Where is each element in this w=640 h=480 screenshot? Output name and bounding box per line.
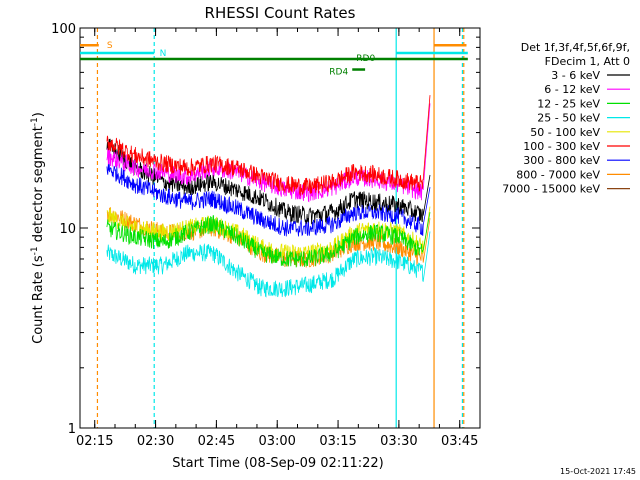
- y-axis-label-mid: detector segment: [31, 126, 46, 246]
- series-line-0: [106, 138, 431, 225]
- annotation-label-rd4: RD4: [329, 68, 348, 78]
- y-axis-sup-2: -1: [30, 117, 40, 126]
- annotation-label-s: S: [107, 41, 113, 51]
- legend-item-label-8: 7000 - 15000 keV: [502, 183, 600, 196]
- x-tick-label-4: 03:15: [319, 434, 356, 449]
- y-tick-label-0: 1: [68, 422, 76, 437]
- legend-item-label-3: 25 - 50 keV: [537, 112, 600, 125]
- series-line-6: [106, 161, 431, 237]
- legend-item-label-2: 12 - 25 keV: [537, 97, 600, 110]
- legend-item-label-6: 300 - 800 keV: [523, 154, 600, 167]
- legend: Det 1f,3f,4f,5f,6f,9f,FDecim 1, Att 03 -…: [502, 41, 630, 196]
- annotation-label-rd0: RD0: [356, 54, 375, 64]
- annotation-label-n: N: [160, 49, 167, 59]
- legend-header-1: FDecim 1, Att 0: [545, 55, 630, 68]
- x-tick-label-0: 02:15: [76, 434, 113, 449]
- y-axis-label: Count Rate (s-1 detector segment-1): [30, 112, 46, 344]
- series-line-3: [106, 231, 431, 298]
- series-line-1: [106, 103, 431, 203]
- y-axis-label-text: Count Rate (s: [31, 255, 46, 344]
- y-tick-label-2: 100: [51, 22, 76, 37]
- x-tick-label-2: 02:45: [198, 434, 235, 449]
- legend-item-label-1: 6 - 12 keV: [544, 83, 600, 96]
- x-tick-label-1: 02:30: [137, 434, 174, 449]
- legend-item-label-5: 100 - 300 keV: [523, 140, 600, 153]
- series-line-5: [106, 95, 431, 197]
- y-tick-label-1: 10: [59, 222, 76, 237]
- timestamp: 15-Oct-2021 17:45: [560, 467, 636, 476]
- legend-item-label-4: 50 - 100 keV: [530, 126, 600, 139]
- series-line-2: [106, 212, 431, 268]
- legend-header-0: Det 1f,3f,4f,5f,6f,9f,: [521, 41, 630, 54]
- x-axis-label: Start Time (08-Sep-09 02:11:22): [172, 456, 383, 471]
- y-axis-sup-1: -1: [30, 246, 40, 255]
- x-tick-label-6: 03:45: [441, 434, 478, 449]
- x-tick-label-3: 03:00: [258, 434, 295, 449]
- legend-item-label-0: 3 - 6 keV: [551, 69, 600, 82]
- chart-title: RHESSI Count Rates: [205, 4, 356, 22]
- x-tick-label-5: 03:30: [380, 434, 417, 449]
- y-axis-label-end: ): [31, 112, 46, 117]
- legend-item-label-7: 800 - 7000 keV: [516, 168, 600, 181]
